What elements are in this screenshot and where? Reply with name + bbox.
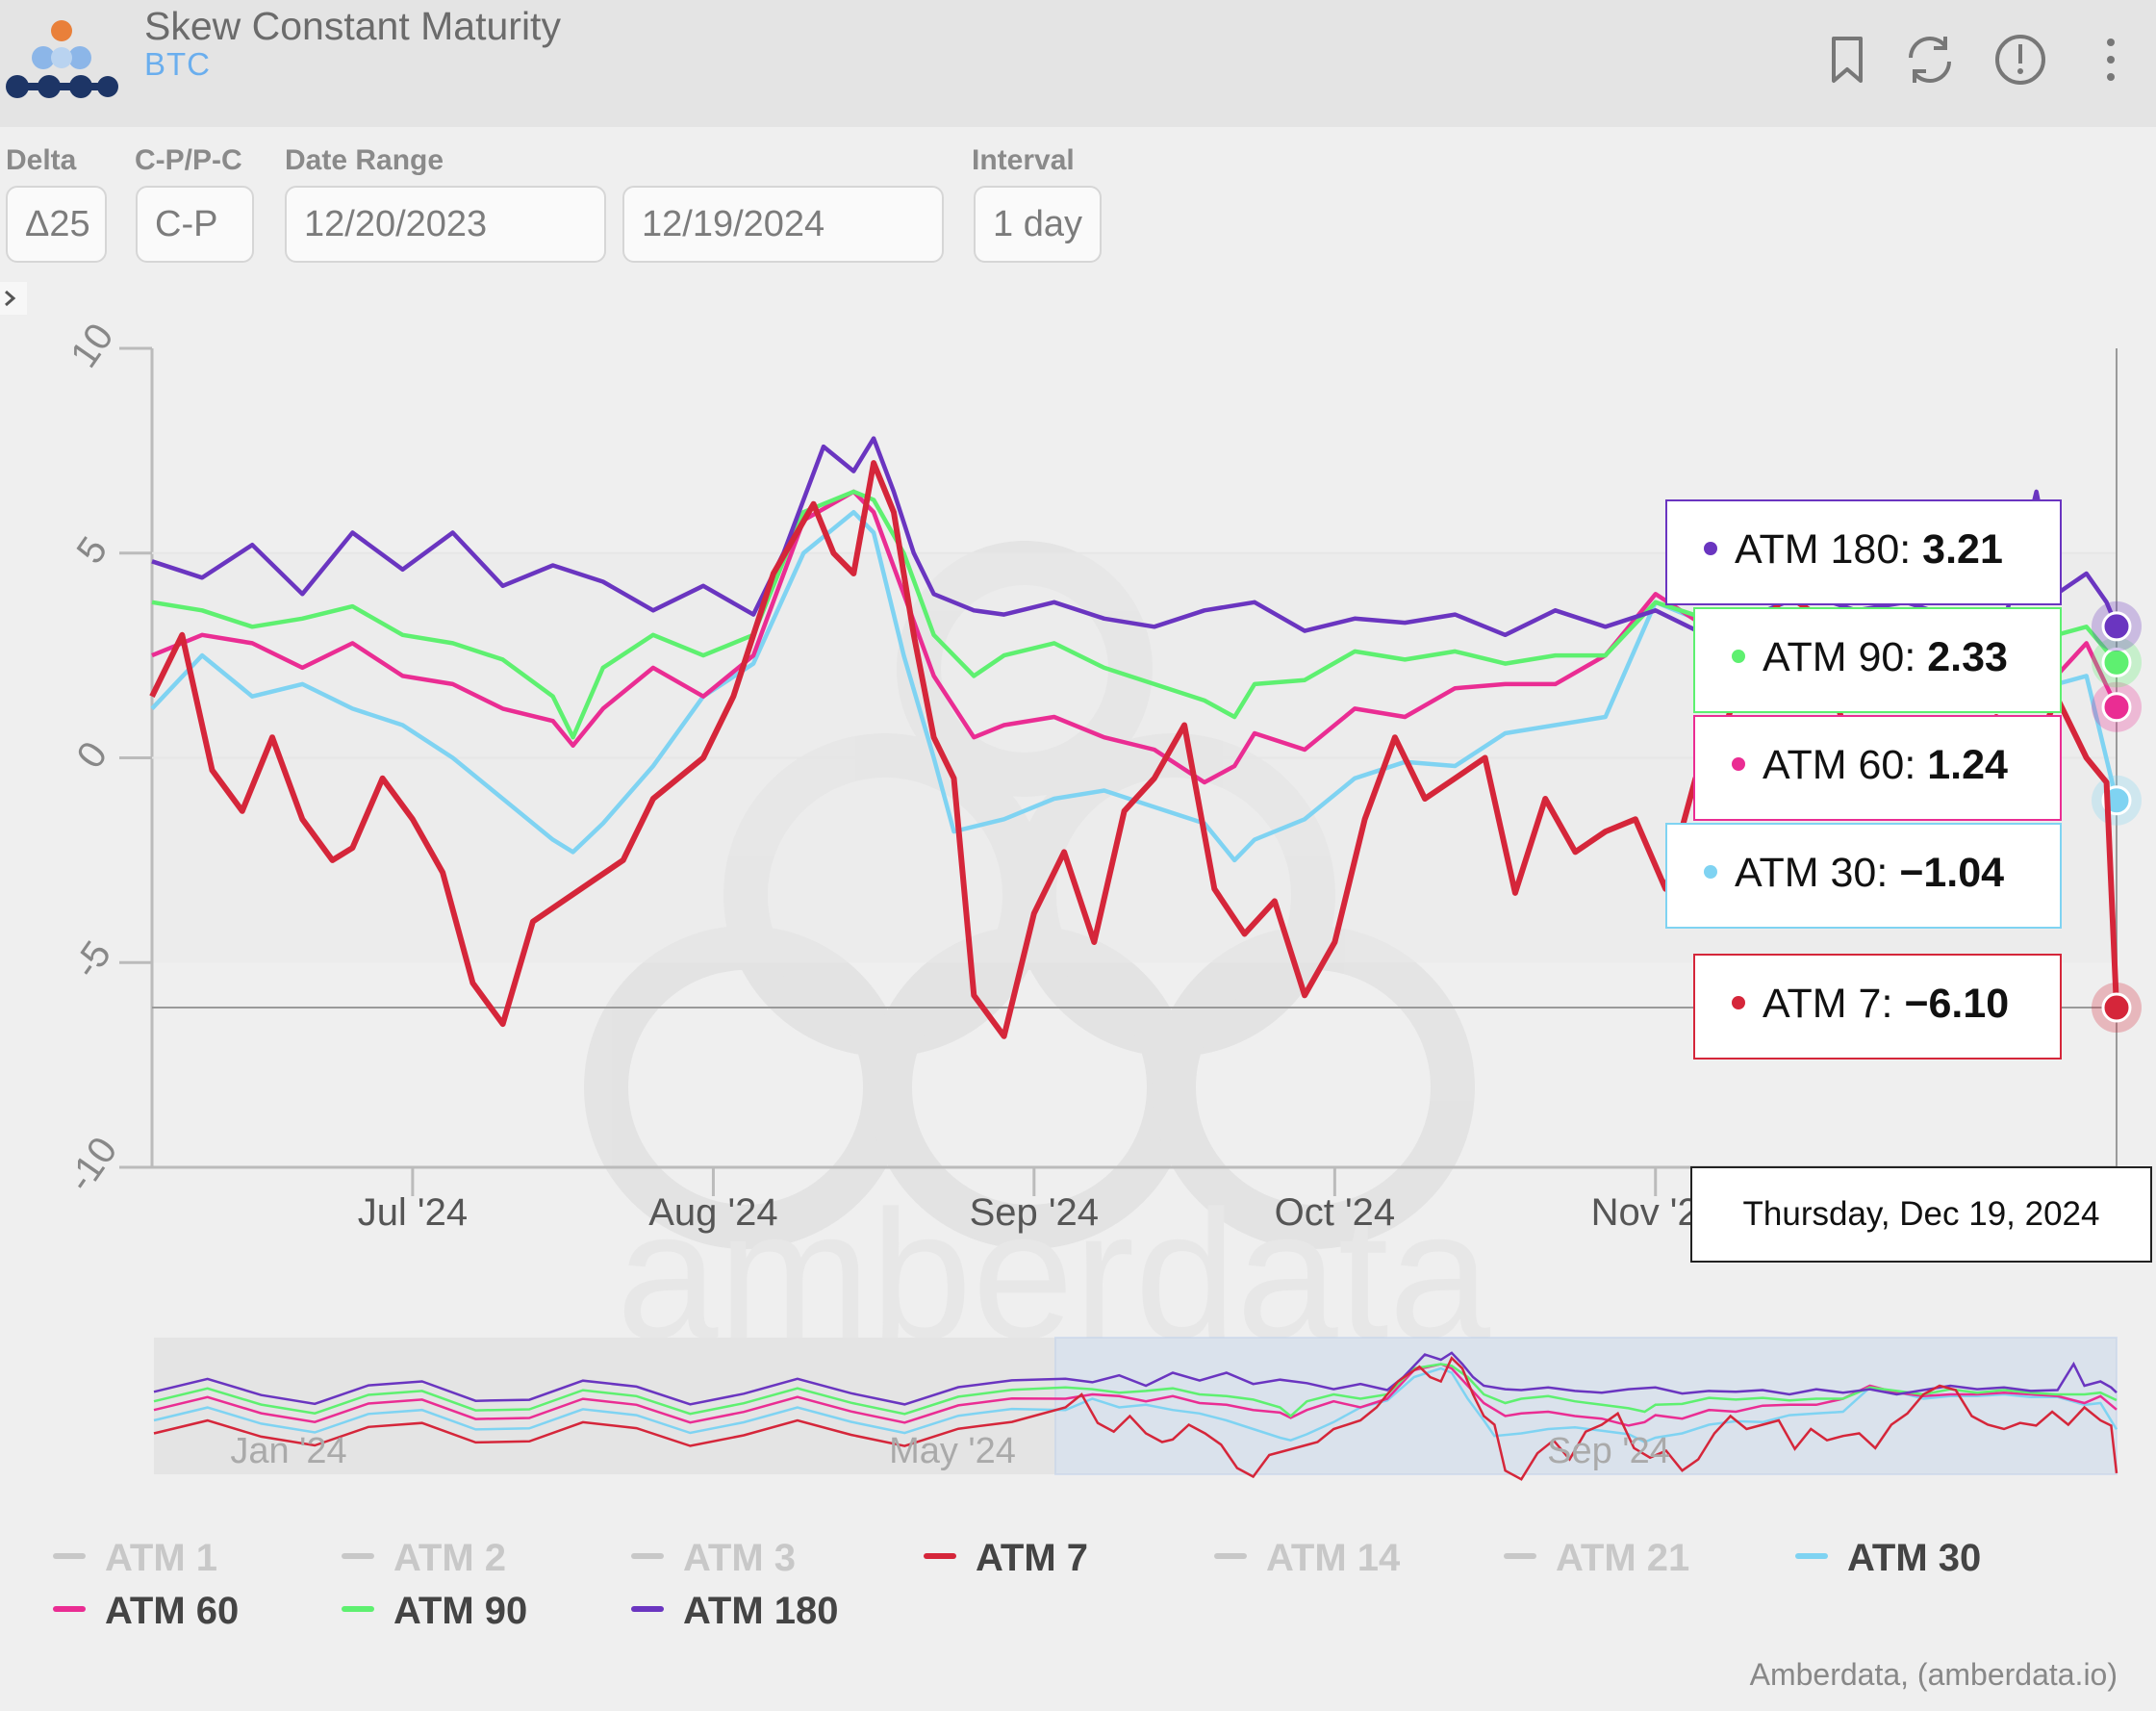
legend-swatch	[1504, 1553, 1536, 1560]
legend-label: ATM 90	[393, 1590, 528, 1632]
legend-swatch	[924, 1553, 956, 1560]
asset-symbol: BTC	[144, 46, 211, 82]
hover-marker[interactable]	[2101, 692, 2132, 723]
navigator-label: Jan '24	[230, 1431, 346, 1471]
legend-swatch	[342, 1606, 374, 1613]
navigator-line	[153, 1351, 2118, 1406]
tooltip-row-atm30: ATM 30: −1.04	[1665, 823, 2062, 929]
hover-marker[interactable]	[2101, 611, 2132, 642]
legend-label: ATM 3	[683, 1537, 797, 1579]
x-tick-label: Sep '24	[970, 1191, 1099, 1234]
legend-swatch	[53, 1553, 86, 1560]
tooltip-date: Thursday, Dec 19, 2024	[1690, 1166, 2152, 1263]
legend-item-atm2[interactable]: ATM 2	[342, 1537, 506, 1580]
expand-panel-button[interactable]	[0, 282, 27, 315]
legend-label: ATM 60	[105, 1590, 240, 1632]
legend-label: ATM 30	[1847, 1537, 1982, 1579]
legend-swatch	[1795, 1553, 1828, 1560]
legend-label: ATM 7	[976, 1537, 1089, 1579]
legend-item-atm3[interactable]: ATM 3	[631, 1537, 796, 1580]
legend-item-atm7[interactable]: ATM 7	[924, 1537, 1088, 1580]
legend-swatch	[342, 1553, 374, 1560]
tooltip-series-name: ATM 180	[1735, 526, 1900, 573]
legend-label: ATM 180	[683, 1590, 839, 1632]
legend-item-atm90[interactable]: ATM 90	[342, 1590, 527, 1633]
tooltip-series-value: 1.24	[1927, 742, 2008, 788]
tooltip-row-atm60: ATM 60: 1.24	[1693, 715, 2062, 821]
navigator-label: May '24	[889, 1431, 1016, 1471]
legend-item-atm60[interactable]: ATM 60	[53, 1590, 239, 1633]
series-dot-icon	[1732, 756, 1745, 771]
delta-select[interactable]: Δ25	[6, 186, 107, 263]
refresh-icon[interactable]	[1899, 29, 1961, 90]
legend-label: ATM 14	[1266, 1537, 1401, 1579]
interval-select[interactable]: 1 day	[974, 186, 1102, 263]
legend-label: ATM 1	[105, 1537, 218, 1579]
cp-label: C-P/P-C	[135, 144, 242, 176]
end-date-input[interactable]: 12/19/2024	[622, 186, 944, 263]
start-date-input[interactable]: 12/20/2023	[285, 186, 606, 263]
tooltip-row-atm90: ATM 90: 2.33	[1693, 607, 2062, 713]
navigator-line	[153, 1366, 2118, 1443]
info-icon[interactable]	[1990, 29, 2051, 90]
legend-label: ATM 21	[1556, 1537, 1690, 1579]
tooltip-row-atm7: ATM 7: −6.10	[1693, 954, 2062, 1060]
navigator[interactable]: Jan '24 May '24 Sep '24	[153, 1337, 2118, 1481]
navigator-line	[153, 1356, 2118, 1481]
series-dot-icon	[1732, 995, 1745, 1009]
legend-item-atm21[interactable]: ATM 21	[1504, 1537, 1689, 1580]
tooltip-series-value: −6.10	[1904, 981, 2010, 1027]
interval-label: Interval	[972, 144, 1075, 176]
x-tick-label: Jul '24	[358, 1191, 468, 1234]
y-tick-label: 0	[69, 734, 116, 776]
cp-select[interactable]: C-P	[136, 186, 254, 263]
legend-swatch	[1214, 1553, 1247, 1560]
legend-item-atm30[interactable]: ATM 30	[1795, 1537, 1981, 1580]
tooltip-series-name: ATM 7	[1763, 981, 1882, 1027]
delta-label: Delta	[6, 144, 77, 176]
tooltip-series-name: ATM 30	[1735, 850, 1877, 896]
series-dot-icon	[1704, 864, 1717, 879]
y-tick-label: -10	[59, 1130, 125, 1200]
hover-marker[interactable]	[2101, 647, 2132, 677]
navigator-line	[153, 1363, 2118, 1427]
legend-label: ATM 2	[393, 1537, 507, 1579]
legend-swatch	[631, 1606, 664, 1613]
navigator-label: Sep '24	[1547, 1431, 1670, 1471]
legend-item-atm180[interactable]: ATM 180	[631, 1590, 839, 1633]
series-dot-icon	[1732, 649, 1745, 663]
x-tick-label: Aug '24	[648, 1191, 777, 1234]
legend-item-atm14[interactable]: ATM 14	[1214, 1537, 1400, 1580]
widget-header: Skew Constant Maturity BTC	[0, 0, 2156, 127]
tooltip-series-value: 2.33	[1927, 634, 2008, 680]
credits[interactable]: Amberdata, (amberdata.io)	[1749, 1657, 2118, 1692]
series-dot-icon	[1704, 541, 1717, 555]
y-tick-label: -5	[65, 933, 119, 985]
legend-swatch	[631, 1553, 664, 1560]
chevron-right-icon	[5, 290, 16, 307]
date-range-label: Date Range	[285, 144, 444, 176]
hover-marker[interactable]	[2101, 992, 2132, 1023]
x-tick-label: Oct '24	[1275, 1191, 1395, 1234]
tooltip-series-value: −1.04	[1899, 850, 2005, 896]
tooltip-series-value: 3.21	[1922, 526, 2003, 573]
legend-swatch	[53, 1606, 86, 1613]
amberdata-logo	[6, 20, 118, 98]
bookmark-icon[interactable]	[1816, 29, 1878, 90]
tooltip-row-atm180: ATM 180: 3.21	[1665, 499, 2062, 605]
tooltip-series-name: ATM 90	[1763, 634, 1905, 680]
y-tick-label: 10	[63, 316, 122, 375]
more-icon[interactable]	[2080, 29, 2142, 90]
legend-item-atm1[interactable]: ATM 1	[53, 1537, 217, 1580]
y-tick-label: 5	[69, 529, 116, 571]
widget-title: Skew Constant Maturity	[144, 4, 561, 48]
tooltip-series-name: ATM 60	[1763, 742, 1905, 788]
